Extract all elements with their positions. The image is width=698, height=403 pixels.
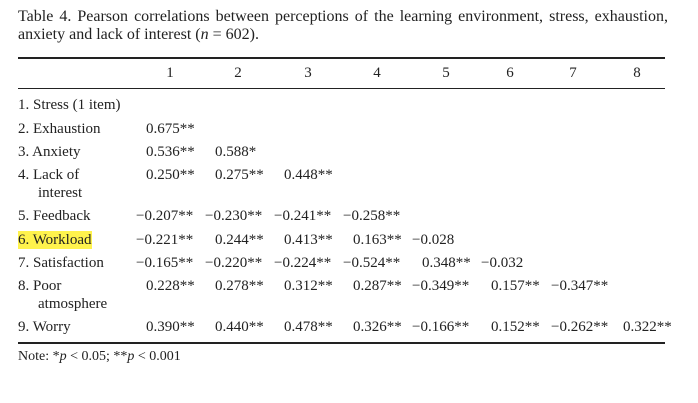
- text-segment: p: [127, 349, 135, 364]
- table-cell: 0.675**: [146, 121, 195, 137]
- table-cell: 0.322**: [623, 319, 672, 335]
- table-cell: 0.228**: [146, 278, 195, 294]
- table-cell: −0.221**: [136, 232, 194, 248]
- column-header: 7: [569, 65, 577, 81]
- table-cell: −0.347**: [551, 278, 609, 294]
- table-cell: −0.224**: [274, 255, 332, 271]
- table-cell: 0.275**: [215, 167, 264, 183]
- table-cell: 0.536**: [146, 144, 195, 160]
- text-segment: n: [200, 26, 209, 43]
- table-cell: 0.440**: [215, 319, 264, 335]
- row-label: atmosphere: [38, 296, 108, 312]
- table-note: Note: *p < 0.05; **p < 0.001: [18, 348, 181, 366]
- table-cell: 0.348**: [422, 255, 471, 271]
- table-cell: 0.278**: [215, 278, 264, 294]
- row-label: 5. Feedback: [18, 208, 91, 224]
- header-rule: [18, 88, 665, 89]
- top-rule: [18, 57, 665, 59]
- table-cell: −0.262**: [551, 319, 609, 335]
- bottom-rule: [18, 342, 665, 344]
- text-segment: = 602).: [208, 26, 259, 43]
- table-cell: 0.326**: [353, 319, 402, 335]
- text-segment: < 0.001: [134, 349, 181, 364]
- table-cell: 0.157**: [491, 278, 540, 294]
- table-cell: 0.448**: [284, 167, 333, 183]
- table-cell: −0.032: [481, 255, 524, 271]
- row-label: 3. Anxiety: [18, 144, 81, 160]
- table-cell: −0.166**: [412, 319, 470, 335]
- table-cell: −0.349**: [412, 278, 470, 294]
- table-cell: −0.258**: [343, 208, 401, 224]
- table-cell: 0.152**: [491, 319, 540, 335]
- column-header: 4: [373, 65, 381, 81]
- table-cell: −0.165**: [136, 255, 194, 271]
- table-cell: 0.244**: [215, 232, 264, 248]
- row-label: 1. Stress (1 item): [18, 97, 121, 113]
- table-cell: 0.163**: [353, 232, 402, 248]
- table-cell: −0.241**: [274, 208, 332, 224]
- column-header: 5: [442, 65, 450, 81]
- column-header: 1: [166, 65, 174, 81]
- table-cell: 0.390**: [146, 319, 195, 335]
- table-cell: −0.230**: [205, 208, 263, 224]
- column-header: 8: [633, 65, 641, 81]
- table-cell: −0.524**: [343, 255, 401, 271]
- text-segment: Note: *: [18, 349, 60, 364]
- text-segment: Table 4. Pearson correlations between pe…: [18, 8, 668, 43]
- row-label: 6. Workload: [18, 231, 92, 249]
- table-cell: 0.588*: [215, 144, 257, 160]
- table-cell: 0.287**: [353, 278, 402, 294]
- table-caption: Table 4. Pearson correlations between pe…: [18, 8, 668, 44]
- table-cell: −0.028: [412, 232, 455, 248]
- column-header: 2: [234, 65, 242, 81]
- table-cell: −0.220**: [205, 255, 263, 271]
- row-label: 8. Poor: [18, 278, 62, 294]
- table-cell: 0.478**: [284, 319, 333, 335]
- text-segment: < 0.05; **: [66, 349, 128, 364]
- row-label: 2. Exhaustion: [18, 121, 101, 137]
- row-label: interest: [38, 185, 83, 201]
- row-label: 4. Lack of: [18, 167, 80, 183]
- table-cell: 0.250**: [146, 167, 195, 183]
- row-label: 7. Satisfaction: [18, 255, 104, 271]
- table-cell: −0.207**: [136, 208, 194, 224]
- column-header: 6: [506, 65, 514, 81]
- text-segment: p: [59, 349, 67, 364]
- table-cell: 0.312**: [284, 278, 333, 294]
- column-header: 3: [304, 65, 312, 81]
- table-cell: 0.413**: [284, 232, 333, 248]
- row-label: 9. Worry: [18, 319, 71, 335]
